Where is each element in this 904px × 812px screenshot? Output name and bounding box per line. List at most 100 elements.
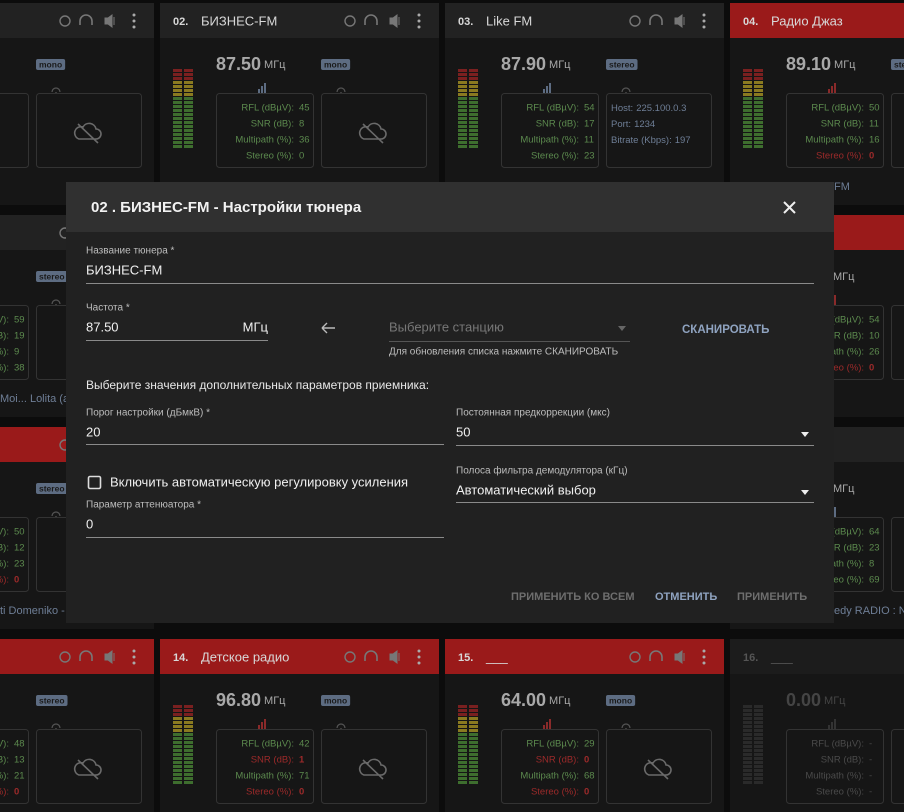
- level-segment: [184, 69, 193, 72]
- level-segment: [754, 101, 763, 104]
- level-segment: [458, 73, 467, 76]
- level-segment: [458, 741, 467, 744]
- level-segment: [754, 113, 763, 116]
- level-segment: [754, 77, 763, 80]
- scan-button[interactable]: СКАНИРОВАТЬ: [682, 324, 769, 336]
- level-segment: [184, 721, 193, 724]
- stat-label: Stereo (%):: [0, 363, 9, 374]
- level-segment: [754, 745, 763, 748]
- level-segment: [469, 717, 478, 720]
- level-segment: [173, 741, 182, 744]
- level-segment: [743, 97, 752, 100]
- stat-label: Stereo (%):: [246, 151, 294, 162]
- level-segment: [458, 709, 467, 712]
- apply-all-button[interactable]: ПРИМЕНИТЬ КО ВСЕМ: [511, 591, 634, 603]
- stat-value: 8: [869, 559, 874, 570]
- stream-info: Port: 1234: [611, 119, 655, 130]
- agc-checkbox[interactable]: [87, 475, 102, 490]
- level-segment: [469, 761, 478, 764]
- level-segment: [469, 129, 478, 132]
- level-segment: [173, 777, 182, 780]
- level-segment: [754, 145, 763, 148]
- volume-icon: [674, 14, 685, 28]
- menu-dot: [132, 655, 136, 659]
- level-segment: [173, 121, 182, 124]
- tuner-name-input[interactable]: БИЗНЕС-FM: [86, 262, 162, 277]
- level-segment: [743, 125, 752, 128]
- level-segment: [469, 713, 478, 716]
- stat-label: Stereo (%):: [246, 787, 294, 798]
- stat-value: 0: [14, 787, 19, 798]
- level-segment: [458, 129, 467, 132]
- level-segment: [743, 745, 752, 748]
- menu-dot: [702, 19, 706, 23]
- stream-info: Host: 225.100.0.3: [611, 103, 686, 114]
- deemphasis-select[interactable]: 50: [456, 424, 470, 439]
- attenuator-input[interactable]: 0: [86, 516, 93, 531]
- stream-value: 197: [675, 135, 691, 146]
- cancel-button[interactable]: ОТМЕНИТЬ: [655, 591, 717, 603]
- stat-label: Stereo (%):: [0, 575, 9, 586]
- level-segment: [754, 741, 763, 744]
- volume-icon: [389, 650, 400, 664]
- level-segment: [469, 781, 478, 784]
- now-playing: ti Domeniko - S: [0, 605, 75, 617]
- frequency-input[interactable]: 87.50: [86, 319, 119, 334]
- station-select[interactable]: Выберите станцию: [389, 319, 504, 334]
- stream-info: Bitrate (Kbps): 197: [611, 135, 691, 146]
- level-segment: [173, 757, 182, 760]
- level-segment: [754, 133, 763, 136]
- level-segment: [184, 73, 193, 76]
- level-segment: [743, 709, 752, 712]
- stats-box: [216, 93, 314, 168]
- filter-select[interactable]: Автоматический выбор: [456, 482, 596, 497]
- level-segment: [184, 757, 193, 760]
- level-segment: [184, 753, 193, 756]
- signal-bar: [549, 83, 551, 93]
- level-segment: [469, 773, 478, 776]
- level-segment: [173, 781, 182, 784]
- mode-badge-text: mono: [324, 59, 347, 69]
- stat-label: Multipath (%):: [0, 771, 9, 782]
- signal-bar: [543, 725, 545, 729]
- level-segment: [184, 145, 193, 148]
- level-segment: [458, 133, 467, 136]
- level-segment: [173, 77, 182, 80]
- tile-header: [730, 639, 904, 674]
- menu-dot: [417, 19, 421, 23]
- level-segment: [184, 137, 193, 140]
- apply-button[interactable]: ПРИМЕНИТЬ: [737, 591, 807, 603]
- level-segment: [754, 69, 763, 72]
- stat-value: 12: [14, 543, 25, 554]
- menu-dot: [132, 25, 136, 29]
- level-segment: [754, 117, 763, 120]
- level-segment: [184, 777, 193, 780]
- level-segment: [743, 89, 752, 92]
- stats-box: [501, 93, 599, 168]
- level-segment: [743, 773, 752, 776]
- level-segment: [184, 709, 193, 712]
- level-segment: [184, 749, 193, 752]
- level-segment: [743, 713, 752, 716]
- close-icon[interactable]: [783, 201, 796, 214]
- threshold-input[interactable]: 20: [86, 424, 100, 439]
- stat-label: RFL (dBµV):: [0, 739, 9, 750]
- level-segment: [184, 101, 193, 104]
- close-button[interactable]: [783, 201, 796, 214]
- checkbox-label[interactable]: Включить автоматическую регулировку усил…: [110, 474, 408, 489]
- level-segment: [184, 129, 193, 132]
- level-segment: [458, 121, 467, 124]
- level-segment: [743, 737, 752, 740]
- now-playing: FM: [834, 181, 850, 193]
- stats-box: [0, 517, 29, 592]
- level-segment: [458, 705, 467, 708]
- stat-value: 71: [299, 771, 310, 782]
- mode-badge: [36, 483, 68, 494]
- level-segment: [469, 97, 478, 100]
- tile-name: ___: [485, 649, 508, 664]
- info-box: [891, 517, 904, 592]
- mode-badge: [891, 59, 904, 70]
- signal-bar: [549, 719, 551, 729]
- level-segment: [173, 729, 182, 732]
- level-segment: [743, 717, 752, 720]
